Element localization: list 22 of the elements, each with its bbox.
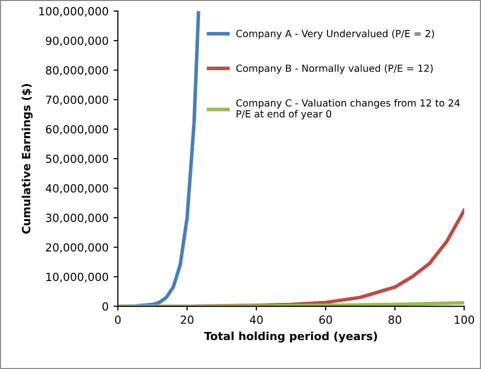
x-tick-label: 60: [319, 315, 332, 324]
x-tick-label: 0: [115, 315, 121, 324]
x-axis-title: Total holding period (years): [204, 332, 377, 342]
legend-label: Company C - Valuation changes from 12 to 24 P/E at end of year 0: [236, 99, 460, 120]
y-tick-label: 90,000,000: [46, 36, 108, 46]
y-tick-label: 30,000,000: [46, 214, 108, 224]
y-tick-label: 50,000,000: [46, 154, 108, 164]
x-tick-label: 100: [454, 315, 474, 324]
y-tick-label: 40,000,000: [46, 184, 108, 194]
x-tick-label: 40: [250, 315, 263, 324]
y-tick-label: 70,000,000: [46, 96, 108, 106]
y-axis-title: Cumulative Earnings ($): [22, 84, 33, 234]
y-tick-label: 80,000,000: [46, 66, 108, 76]
x-tick-label: 20: [180, 315, 194, 324]
legend-label: Company B - Normally valued (P/E = 12): [236, 64, 433, 74]
y-tick-label: 20,000,000: [46, 243, 108, 253]
y-tick-label: 0: [102, 302, 108, 311]
legend-label: Company A - Very Undervalued (P/E = 2): [236, 30, 434, 40]
y-tick-label: 10,000,000: [46, 272, 108, 282]
y-tick-label: 100,000,000: [39, 7, 108, 17]
y-tick-label: 60,000,000: [46, 125, 108, 135]
x-tick-label: 80: [388, 315, 402, 324]
